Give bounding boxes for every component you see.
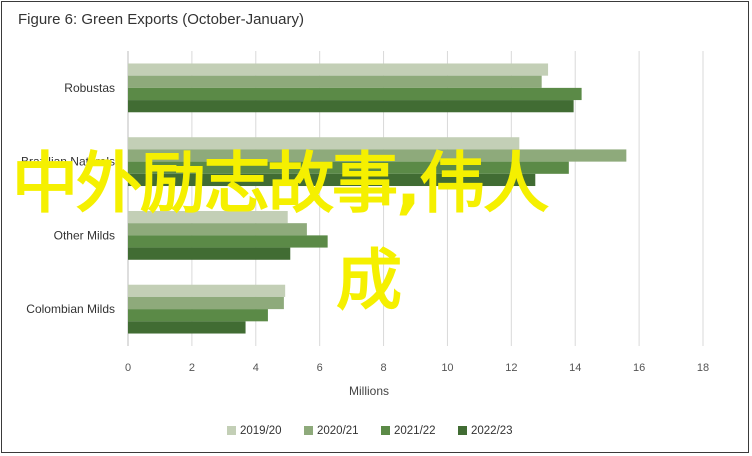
category-label: Robustas — [64, 81, 115, 95]
bar-robustas-2020-21 — [128, 75, 542, 88]
legend-label-2022-23: 2022/23 — [471, 425, 513, 437]
x-tick-label: 8 — [380, 362, 386, 374]
x-tick-label: 14 — [569, 362, 581, 374]
x-tick-label: 0 — [125, 362, 131, 374]
x-tick-label: 16 — [633, 362, 645, 374]
legend-label-2020-21: 2020/21 — [317, 425, 359, 437]
category-label: Colombian Milds — [26, 302, 115, 316]
bar-robustas-2021-22 — [128, 87, 582, 101]
bar-other-milds-2021-22 — [128, 235, 328, 248]
bar-brazilian-naturals-2020-21 — [128, 149, 627, 162]
legend-swatch-2022-23 — [458, 426, 467, 435]
legend-label-2019-20: 2019/20 — [240, 425, 282, 437]
bar-other-milds-2020-21 — [128, 223, 307, 236]
x-tick-label: 2 — [189, 362, 195, 374]
bar-brazilian-naturals-2019-20 — [128, 137, 520, 150]
bar-colombian-milds-2020-21 — [128, 296, 284, 310]
legend-label-2021-22: 2021/22 — [394, 425, 436, 437]
bar-colombian-milds-2019-20 — [128, 284, 286, 297]
bar-brazilian-naturals-2022-23 — [128, 173, 536, 187]
bar-other-milds-2019-20 — [128, 210, 288, 224]
bar-robustas-2022-23 — [128, 100, 574, 113]
category-label: Other Milds — [54, 228, 115, 242]
chart-title: Figure 6: Green Exports (October-January… — [18, 11, 304, 28]
x-tick-label: 12 — [505, 362, 517, 374]
x-tick-label: 4 — [253, 362, 259, 374]
bar-other-milds-2022-23 — [128, 247, 291, 260]
bar-colombian-milds-2021-22 — [128, 309, 268, 322]
legend-swatch-2021-22 — [381, 426, 390, 435]
bar-robustas-2019-20 — [128, 63, 549, 76]
bar-colombian-milds-2022-23 — [128, 321, 246, 334]
x-tick-label: 18 — [697, 362, 709, 374]
x-axis-title: Millions — [349, 384, 389, 398]
x-tick-label: 10 — [441, 362, 453, 374]
category-label: Brazilian Naturals — [21, 155, 115, 169]
bar-brazilian-naturals-2021-22 — [128, 161, 569, 174]
legend-swatch-2019-20 — [227, 426, 236, 435]
legend-swatch-2020-21 — [304, 426, 313, 435]
x-tick-label: 6 — [317, 362, 323, 374]
